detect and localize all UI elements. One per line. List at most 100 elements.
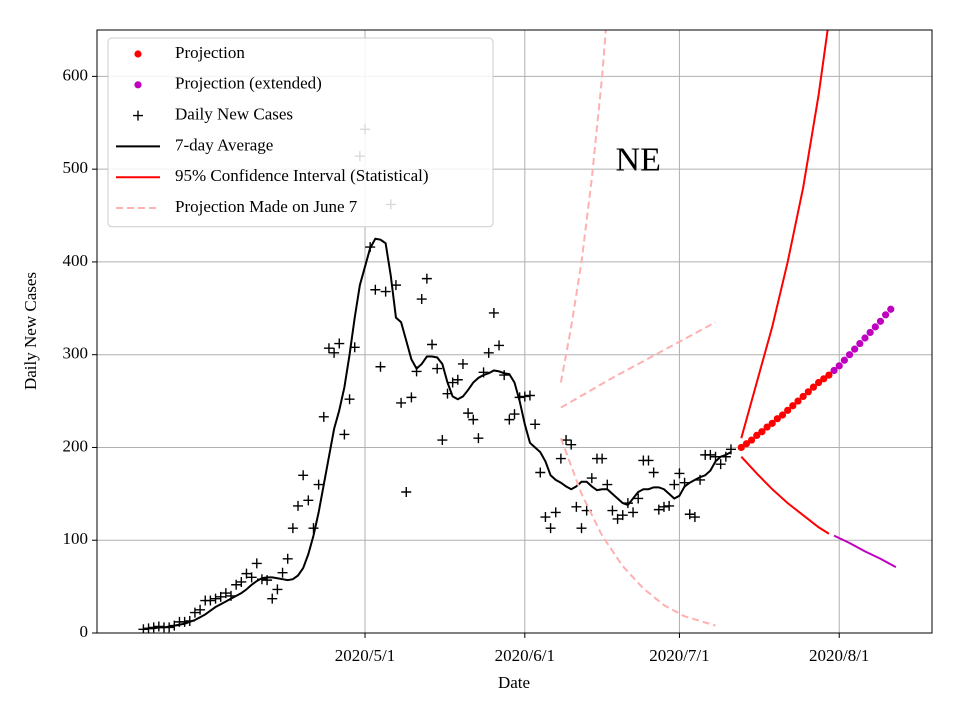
legend-label: Daily New Cases (175, 105, 293, 124)
plus-marker (653, 504, 664, 515)
plus-marker (509, 409, 520, 420)
y-tick-label: 500 (63, 158, 89, 177)
plus-marker (421, 273, 432, 284)
plus-marker (689, 512, 700, 523)
point (830, 366, 838, 375)
point (825, 371, 833, 379)
plus-marker (664, 500, 675, 511)
plus-marker (483, 347, 494, 358)
plus-marker (473, 433, 484, 444)
legend-label: Projection (175, 43, 245, 62)
plus-marker (530, 419, 541, 430)
point (742, 440, 751, 448)
legend-label: 7-day Average (175, 135, 273, 154)
plus-marker (432, 363, 443, 374)
plus-marker (628, 507, 639, 518)
plus-marker (545, 523, 556, 534)
plus-marker (277, 567, 288, 578)
plus-marker (189, 607, 200, 618)
plus-marker (427, 339, 438, 350)
plus-marker (220, 588, 231, 599)
plus-marker (447, 377, 458, 388)
point (882, 311, 890, 319)
y-tick-label: 100 (63, 529, 89, 548)
legend-label: 95% Confidence Interval (Statistical) (175, 166, 429, 185)
plus-marker (607, 505, 618, 516)
plus-marker (267, 593, 278, 604)
plus-marker (370, 284, 381, 295)
plus-marker (231, 579, 242, 590)
plus-marker (452, 374, 463, 385)
interval-line (740, 456, 830, 535)
y-tick-label: 300 (63, 344, 89, 363)
x-tick-label: 2020/6/1 (495, 646, 555, 665)
interval-line (559, 30, 607, 383)
plus-marker (674, 468, 685, 479)
plus-marker (705, 449, 716, 460)
plus-marker (463, 408, 474, 419)
point (856, 339, 864, 348)
legend-label: Projection Made on June 7 (175, 197, 358, 216)
plus-marker (416, 294, 427, 305)
plus-marker (684, 509, 695, 520)
plus-marker (571, 501, 582, 512)
point (804, 388, 812, 396)
plus-marker (287, 523, 298, 534)
point (815, 378, 823, 387)
plus-marker (406, 392, 417, 403)
plus-marker (524, 390, 535, 401)
plus-marker (195, 604, 206, 615)
plus-marker (715, 459, 726, 470)
plus-marker (457, 358, 468, 369)
plus-marker (519, 391, 530, 402)
plus-marker (241, 568, 252, 579)
point (861, 334, 869, 342)
plus-marker (323, 343, 334, 354)
plus-marker (334, 338, 345, 349)
plus-marker (535, 467, 546, 478)
legend-marker (134, 50, 142, 58)
point (794, 397, 802, 405)
plus-marker (643, 455, 654, 466)
plus-marker (236, 576, 247, 587)
point (763, 423, 771, 431)
interval-line (559, 437, 716, 627)
plus-marker (586, 473, 597, 484)
plus-marker (298, 470, 309, 481)
plus-marker (313, 479, 324, 490)
point (789, 402, 797, 410)
x-tick-label: 2020/5/1 (335, 646, 395, 665)
legend-box (107, 37, 494, 228)
plus-marker (329, 347, 340, 358)
legend: Projection Projection (extended) Daily New… (107, 37, 494, 228)
legend-marker (133, 110, 143, 121)
point (820, 375, 828, 383)
plus-marker (494, 340, 505, 351)
point (876, 317, 885, 325)
plus-marker (658, 501, 669, 512)
point (758, 428, 766, 436)
point (887, 305, 895, 313)
interval-line (740, 30, 829, 439)
plus-marker (272, 584, 283, 595)
legend-label: Projection (extended) (175, 74, 322, 93)
plus-marker (648, 467, 659, 478)
y-axis-label: Daily New Cases (21, 272, 40, 390)
plus-marker (210, 593, 221, 604)
point (845, 351, 854, 359)
plus-marker (205, 595, 216, 606)
plus-marker (293, 500, 304, 511)
x-axis-label: Date (498, 673, 530, 692)
plus-marker (566, 439, 577, 450)
point (809, 383, 818, 391)
plot-frame (96, 29, 933, 634)
plus-marker (504, 414, 515, 425)
y-tick-label: 0 (80, 622, 89, 641)
point (747, 436, 756, 444)
interval-line (833, 534, 897, 569)
x-tick-label: 2020/7/1 (649, 646, 709, 665)
annotation: NE (616, 141, 661, 178)
plus-marker (617, 510, 628, 521)
